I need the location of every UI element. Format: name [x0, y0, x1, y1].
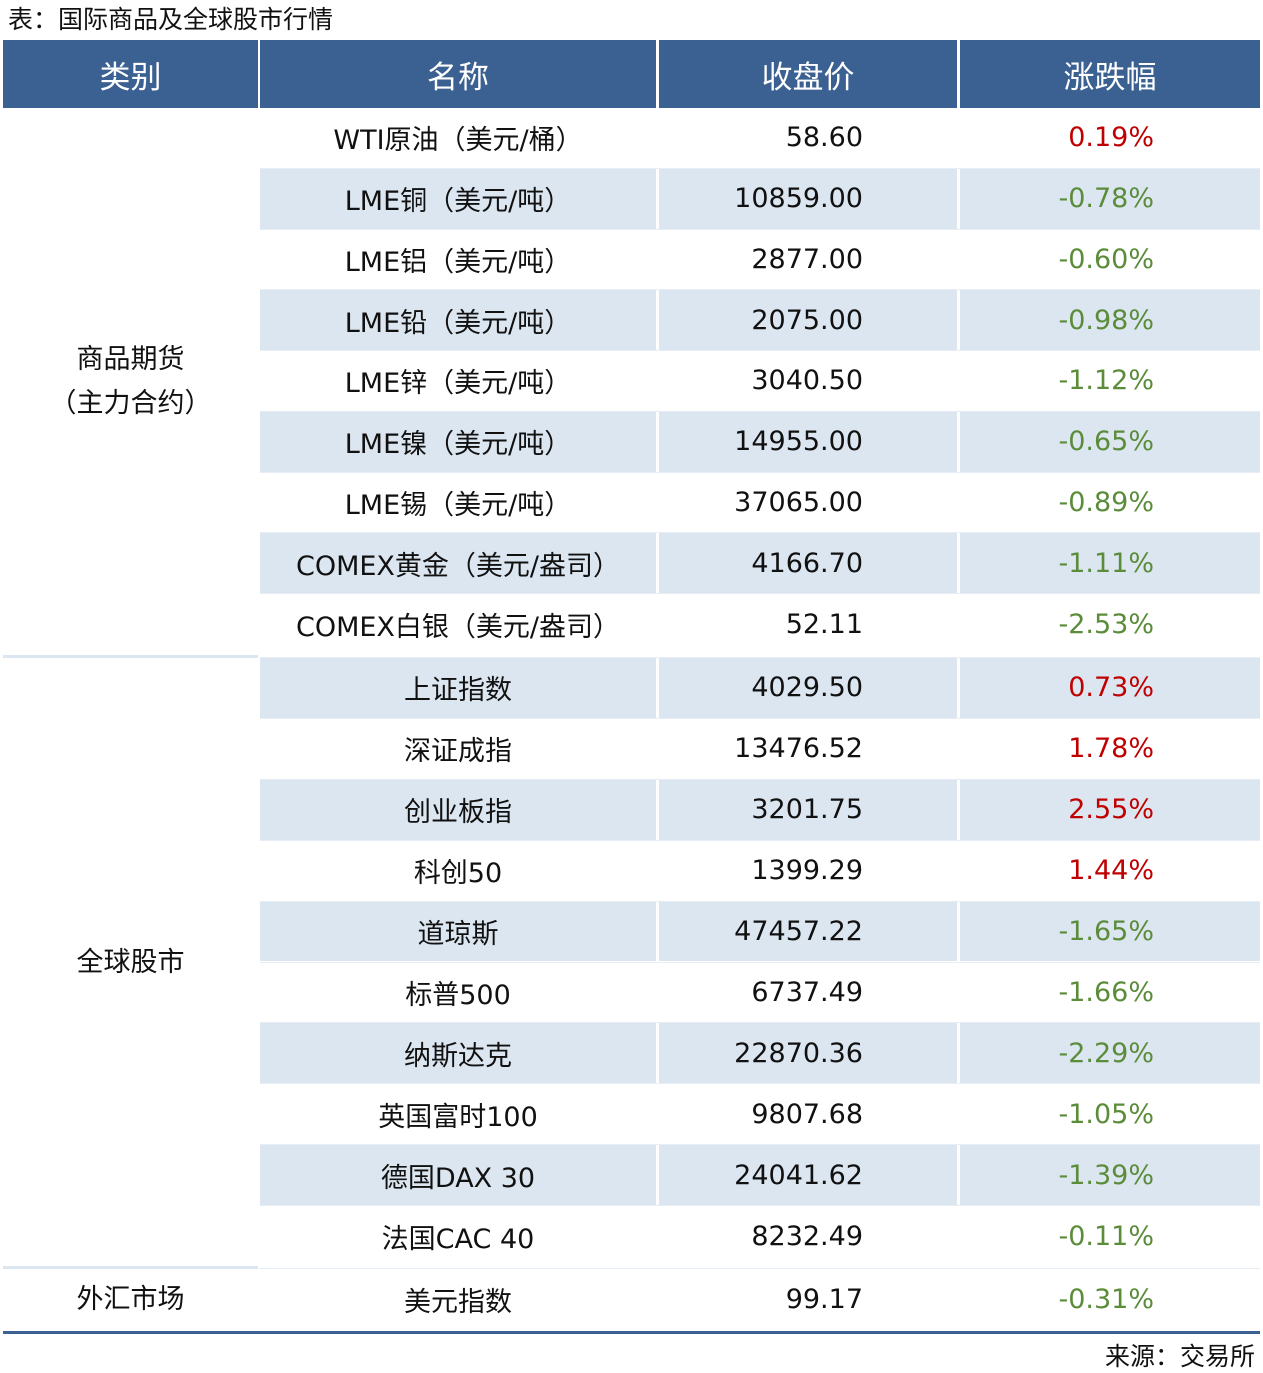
header-cell: 涨跌幅: [960, 40, 1260, 108]
change-cell: 2.55%: [960, 779, 1260, 840]
change-cell: -1.39%: [960, 1145, 1260, 1206]
change-cell: -0.11%: [960, 1206, 1260, 1266]
row-rule: [260, 900, 1260, 902]
header-cell: 收盘价: [659, 40, 957, 108]
change-cell: -0.78%: [960, 168, 1260, 229]
price-cell: 8232.49: [659, 1206, 957, 1266]
price-cell: 3040.50: [659, 351, 957, 411]
change-cell: 0.73%: [960, 658, 1260, 718]
price-cell: 24041.62: [659, 1145, 957, 1206]
category-cell: 全球股市: [76, 946, 185, 978]
row-rule: [260, 289, 1260, 291]
row-rule: [260, 532, 1260, 534]
price-cell: 52.11: [659, 594, 957, 654]
name-cell: 英国富时100: [260, 1084, 656, 1145]
change-cell: -1.11%: [960, 533, 1260, 594]
price-cell: 2877.00: [659, 229, 957, 290]
category-cell: 外汇市场: [76, 1283, 185, 1315]
row-rule: [260, 471, 1260, 473]
row-rule: [260, 410, 1260, 412]
change-cell: 0.19%: [960, 108, 1260, 168]
row-rule: [260, 778, 1260, 780]
name-cell: 美元指数: [260, 1269, 656, 1329]
name-cell: LME镍（美元/吨）: [260, 411, 656, 472]
change-cell: -0.60%: [960, 229, 1260, 290]
row-rule: [260, 1022, 1260, 1024]
name-cell: WTI原油（美元/桶）: [260, 108, 656, 168]
name-cell: 上证指数: [260, 658, 656, 718]
change-cell: -1.05%: [960, 1084, 1260, 1145]
row-rule: [260, 657, 1260, 658]
price-cell: 3201.75: [659, 779, 957, 840]
price-cell: 6737.49: [659, 962, 957, 1023]
price-cell: 13476.52: [659, 718, 957, 779]
row-rule: [260, 593, 1260, 595]
price-cell: 4029.50: [659, 658, 957, 718]
name-cell: 深证成指: [260, 718, 656, 779]
price-cell: 37065.00: [659, 472, 957, 533]
price-cell: 47457.22: [659, 901, 957, 962]
price-cell: 1399.29: [659, 840, 957, 901]
group-separator: [3, 1266, 258, 1269]
change-cell: 1.44%: [960, 840, 1260, 901]
change-cell: -0.89%: [960, 472, 1260, 533]
row-rule: [260, 1083, 1260, 1085]
row-rule: [260, 1205, 1260, 1207]
name-cell: LME锌（美元/吨）: [260, 351, 656, 411]
row-rule: [260, 350, 1260, 352]
name-cell: 法国CAC 40: [260, 1206, 656, 1266]
name-cell: 道琼斯: [260, 901, 656, 962]
table-title: 表：国际商品及全球股市行情: [8, 5, 334, 34]
price-cell: 58.60: [659, 108, 957, 168]
price-cell: 9807.68: [659, 1084, 957, 1145]
name-cell: COMEX白银（美元/盎司）: [260, 594, 656, 654]
header-cell: 类别: [3, 40, 258, 108]
row-rule: [260, 228, 1260, 230]
name-cell: 科创50: [260, 840, 656, 901]
header-cell: 名称: [260, 40, 656, 108]
name-cell: 标普500: [260, 962, 656, 1023]
change-cell: -0.65%: [960, 411, 1260, 472]
row-rule: [260, 1144, 1260, 1146]
change-cell: 1.78%: [960, 718, 1260, 779]
name-cell: COMEX黄金（美元/盎司）: [260, 533, 656, 594]
name-cell: 创业板指: [260, 779, 656, 840]
price-cell: 4166.70: [659, 533, 957, 594]
name-cell: 纳斯达克: [260, 1023, 656, 1084]
name-cell: LME铅（美元/吨）: [260, 290, 656, 351]
price-cell: 99.17: [659, 1269, 957, 1329]
change-cell: -2.29%: [960, 1023, 1260, 1084]
bottom-rule: [3, 1331, 1260, 1334]
price-cell: 10859.00: [659, 168, 957, 229]
change-cell: -1.12%: [960, 351, 1260, 411]
change-cell: -0.31%: [960, 1269, 1260, 1329]
name-cell: LME铝（美元/吨）: [260, 229, 656, 290]
row-rule: [260, 961, 1260, 963]
category-cell: 商品期货 （主力合约）: [49, 344, 212, 419]
row-rule: [260, 839, 1260, 841]
change-cell: -1.66%: [960, 962, 1260, 1023]
row-rule: [260, 717, 1260, 719]
price-cell: 22870.36: [659, 1023, 957, 1084]
change-cell: -2.53%: [960, 594, 1260, 654]
row-rule: [260, 167, 1260, 169]
price-cell: 2075.00: [659, 290, 957, 351]
change-cell: -0.98%: [960, 290, 1260, 351]
name-cell: 德国DAX 30: [260, 1145, 656, 1206]
name-cell: LME铜（美元/吨）: [260, 168, 656, 229]
group-separator: [3, 655, 258, 658]
change-cell: -1.65%: [960, 901, 1260, 962]
name-cell: LME锡（美元/吨）: [260, 472, 656, 533]
row-rule: [260, 1268, 1260, 1269]
price-cell: 14955.00: [659, 411, 957, 472]
source-note: 来源：交易所: [1104, 1342, 1255, 1371]
